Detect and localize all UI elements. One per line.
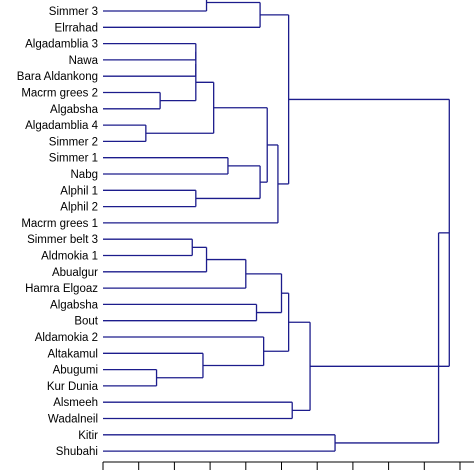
dendrogram-links <box>103 0 450 452</box>
x-axis <box>102 461 474 470</box>
leaf-label-bout-19: Bout <box>74 316 98 328</box>
leaf-label-hamra-elgoaz-17: Hamra Elgoaz <box>25 283 98 295</box>
leaf-label-simmer-3-0: Simmer 3 <box>49 6 98 18</box>
leaf-label-macrm-grees-2-5: Macrm grees 2 <box>21 88 98 100</box>
leaf-label-algabsha-6: Algabsha <box>50 104 99 116</box>
leaf-label-algadamblia-4-7: Algadamblia 4 <box>25 120 98 132</box>
leaf-label-kur-dunia-23: Kur Dunia <box>47 381 99 393</box>
leaf-label-alphil-1-11: Alphil 1 <box>60 185 98 197</box>
leaf-label-nawa-3: Nawa <box>69 55 99 67</box>
leaf-label-wadalneil-25: Wadalneil <box>48 414 98 426</box>
leaf-label-simmer-belt-3-14: Simmer belt 3 <box>27 234 98 246</box>
leaf-label-aldmokia-1-15: Aldmokia 1 <box>41 251 98 263</box>
leaf-labels: Simmer 3 Elrrahad Algadamblia 3 Nawa Bara Al… <box>17 6 99 458</box>
leaf-label-abualgur-16: Abualgur <box>52 267 98 279</box>
leaf-label-altakamul-21: Altakamul <box>48 348 99 360</box>
leaf-label-algabsha-18: Algabsha <box>50 299 99 311</box>
leaf-label-shubahi-27: Shubahi <box>56 446 98 458</box>
leaf-label-alsmeeh-24: Alsmeeh <box>53 397 98 409</box>
leaf-label-macrm-grees-1-13: Macrm grees 1 <box>21 218 98 230</box>
leaf-label-bara-aldankong-4: Bara Aldankong <box>17 71 98 83</box>
leaf-label-simmer-2-8: Simmer 2 <box>49 136 98 148</box>
leaf-label-elrrahad-1: Elrrahad <box>55 22 98 34</box>
leaf-label-abugumi-22: Abugumi <box>53 365 98 377</box>
leaf-label-simmer-1-9: Simmer 1 <box>49 153 98 165</box>
leaf-label-aldamokia-2-20: Aldamokia 2 <box>35 332 98 344</box>
leaf-label-algadamblia-3-2: Algadamblia 3 <box>25 39 98 51</box>
leaf-label-alphil-2-12: Alphil 2 <box>60 202 98 214</box>
leaf-label-kitir-26: Kitir <box>78 430 98 442</box>
leaf-label-nabg-10: Nabg <box>71 169 99 181</box>
